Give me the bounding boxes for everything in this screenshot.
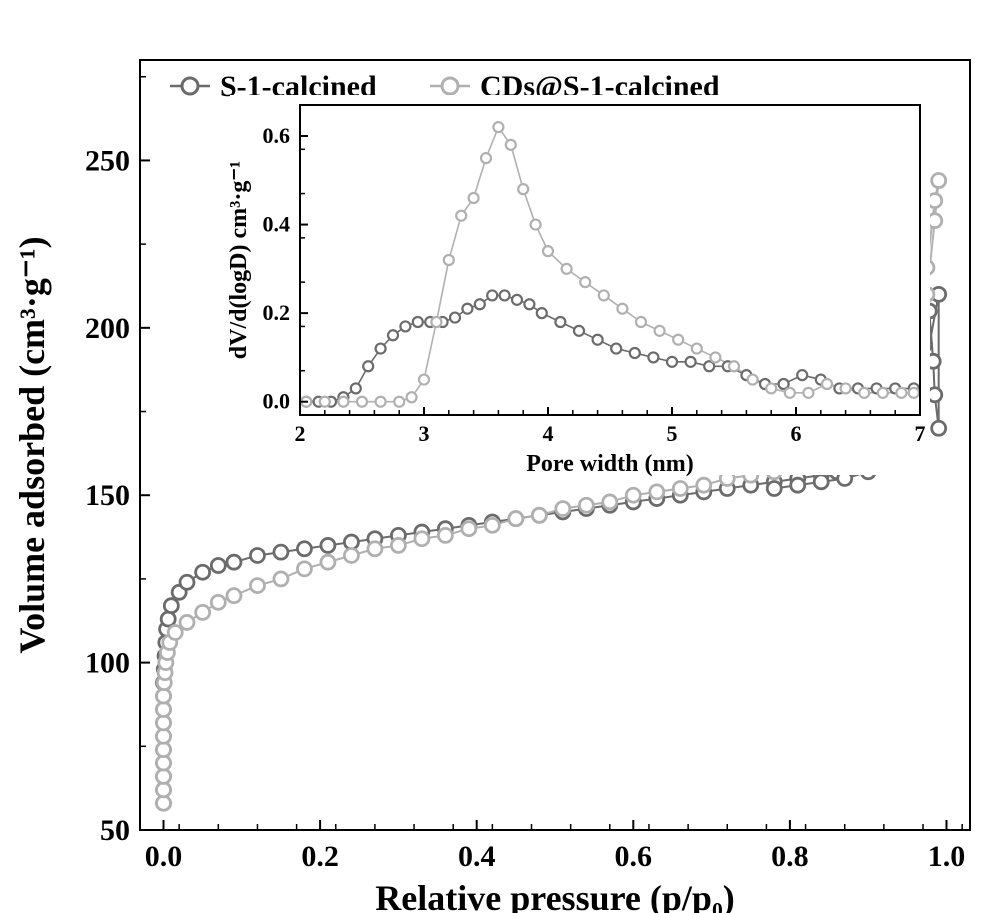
x-tick-label: 0.6: [615, 840, 653, 873]
x-tick-label: 6: [791, 421, 802, 446]
y-tick-label: 250: [85, 144, 130, 177]
y-tick-label: 50: [100, 814, 130, 847]
x-tick-label: 0.4: [458, 840, 496, 873]
y-tick-label: 0.6: [263, 123, 291, 148]
y-axis-label: dV/d(logD) cm³·g⁻¹: [226, 161, 252, 359]
x-tick-label: 0.0: [145, 840, 183, 873]
x-tick-label: 3: [419, 421, 430, 446]
x-tick-label: 0.8: [771, 840, 809, 873]
y-tick-label: 100: [85, 647, 130, 680]
x-tick-label: 4: [543, 421, 554, 446]
y-tick-label: 0.4: [263, 212, 291, 237]
y-tick-label: 0.2: [263, 300, 291, 325]
inset-chart: 2 3 4 5 6 7 0.0 0.2 0.4 0.6 Pore width (nm) dV/d(lo…: [226, 95, 930, 477]
y-tick-label: 150: [85, 479, 130, 512]
x-axis-label: Relative pressure (p/p₀): [375, 878, 734, 913]
x-tick-label: 7: [915, 421, 926, 446]
svg-canvas: 0.0 0.2 0.4 0.6 0.8 1.0 50 100 150 200 250 Relative…: [0, 0, 1000, 913]
figure-root: 0.0 0.2 0.4 0.6 0.8 1.0 50 100 150 200 250 Relative…: [0, 0, 1000, 913]
x-tick-label: 5: [667, 421, 678, 446]
y-tick-label: 200: [85, 312, 130, 345]
x-tick-label: 1.0: [928, 840, 966, 873]
x-tick-label: 0.2: [301, 840, 339, 873]
x-tick-label: 2: [295, 421, 306, 446]
y-axis-label: Volume adsorbed (cm³·g⁻¹): [12, 236, 52, 653]
y-tick-label: 0.0: [263, 389, 291, 414]
x-axis-label: Pore width (nm): [526, 451, 694, 477]
